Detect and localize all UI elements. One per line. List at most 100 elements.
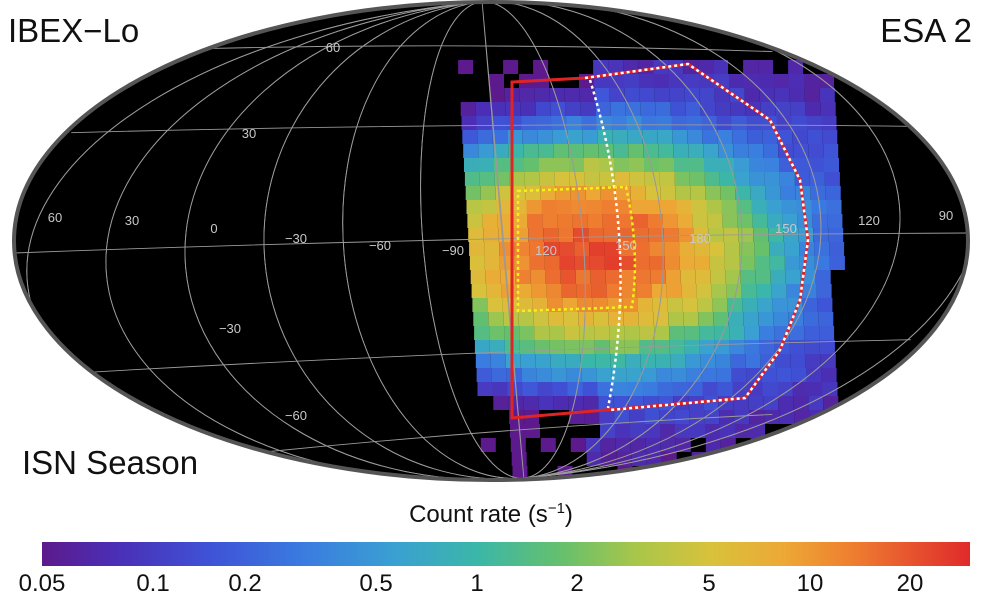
count-rate-pixel <box>699 88 715 102</box>
count-rate-pixel <box>752 214 768 228</box>
count-rate-pixel <box>703 396 719 410</box>
count-rate-pixel <box>522 130 538 144</box>
count-rate-pixel <box>774 74 789 88</box>
count-rate-pixel <box>769 242 785 256</box>
count-rate-pixel <box>789 88 805 102</box>
count-rate-pixel <box>686 368 702 382</box>
count-rate-pixel <box>744 88 760 102</box>
longitude-label: 180 <box>689 231 711 246</box>
count-rate-pixel <box>484 256 500 270</box>
count-rate-pixel <box>583 144 599 158</box>
count-rate-pixel <box>702 130 718 144</box>
count-rate-pixel <box>700 102 716 116</box>
count-rate-pixel <box>647 214 663 228</box>
count-rate-pixel <box>701 368 717 382</box>
count-rate-pixel <box>493 144 509 158</box>
colorbar-title-close: ) <box>564 501 573 528</box>
count-rate-pixel <box>674 410 690 424</box>
count-rate-pixel <box>594 326 610 340</box>
count-rate-pixel <box>702 382 718 396</box>
count-rate-pixel <box>617 214 633 228</box>
latitude-label: 60 <box>326 40 340 55</box>
count-rate-pixel <box>582 130 598 144</box>
count-rate-pixel <box>631 200 647 214</box>
count-rate-pixel <box>548 312 564 326</box>
count-rate-pixel <box>478 144 494 158</box>
count-rate-pixel <box>630 186 646 200</box>
count-rate-pixel <box>596 368 612 382</box>
count-rate-pixel <box>766 200 782 214</box>
count-rate-pixel <box>798 228 814 242</box>
count-rate-pixel <box>759 340 775 354</box>
count-rate-pixel <box>584 158 599 172</box>
count-rate-pixel <box>565 102 581 116</box>
count-rate-pixel <box>557 214 573 228</box>
count-rate-pixel <box>714 326 730 340</box>
count-rate-pixel <box>494 158 509 172</box>
count-rate-pixel <box>546 284 562 298</box>
count-rate-pixel <box>496 200 512 214</box>
count-rate-pixel <box>566 368 582 382</box>
count-rate-pixel <box>534 88 550 102</box>
count-rate-pixel <box>573 228 589 242</box>
count-rate-pixel <box>825 186 841 200</box>
count-rate-pixel <box>808 144 824 158</box>
count-rate-pixel <box>636 284 652 298</box>
count-rate-pixel <box>727 298 743 312</box>
count-rate-pixel <box>590 270 606 284</box>
count-rate-pixel <box>585 186 601 200</box>
count-rate-pixel <box>510 424 525 438</box>
count-rate-pixel <box>822 130 838 144</box>
count-rate-pixel <box>826 200 842 214</box>
count-rate-pixel <box>644 410 660 424</box>
count-rate-pixel <box>492 382 508 396</box>
count-rate-pixel <box>700 354 716 368</box>
count-rate-pixel <box>705 186 721 200</box>
count-rate-pixel <box>579 326 595 340</box>
count-rate-pixel <box>785 270 801 284</box>
count-rate-pixel <box>594 340 610 354</box>
count-rate-pixel <box>669 74 684 88</box>
count-rate-pixel <box>690 186 706 200</box>
count-rate-pixel <box>744 326 760 340</box>
count-rate-pixel <box>749 410 765 424</box>
count-rate-pixel <box>480 186 496 200</box>
count-rate-pixel <box>536 368 552 382</box>
count-rate-pixel <box>659 158 674 172</box>
count-rate-pixel <box>659 172 675 186</box>
count-rate-pixel <box>724 256 740 270</box>
count-rate-pixel <box>764 172 780 186</box>
count-rate-pixel <box>804 74 819 88</box>
count-rate-pixel <box>608 60 624 74</box>
count-rate-pixel <box>687 382 703 396</box>
count-rate-pixel <box>715 354 731 368</box>
count-rate-pixel <box>658 144 674 158</box>
count-rate-pixel <box>604 256 620 270</box>
count-rate-pixel <box>707 214 723 228</box>
count-rate-pixel <box>539 158 554 172</box>
count-rate-pixel <box>791 116 807 130</box>
count-rate-pixel <box>734 158 749 172</box>
count-rate-pixel <box>709 256 725 270</box>
count-rate-pixel <box>641 116 657 130</box>
count-rate-pixel <box>768 228 784 242</box>
instrument-label: IBEX−Lo <box>8 12 140 49</box>
count-rate-pixel <box>803 312 819 326</box>
count-rate-pixel <box>731 116 747 130</box>
count-rate-pixel <box>492 130 508 144</box>
map-border <box>12 0 970 482</box>
count-rate-pixel <box>713 312 729 326</box>
count-rate-pixel <box>605 270 621 284</box>
count-rate-pixel <box>789 326 805 340</box>
count-rate-pixel <box>668 312 684 326</box>
count-rate-pixel <box>821 368 837 382</box>
count-rate-pixel <box>692 214 708 228</box>
count-rate-pixel <box>563 312 579 326</box>
count-rate-pixel <box>792 130 808 144</box>
count-rate-pixel <box>809 158 824 172</box>
count-rate-pixel <box>811 200 827 214</box>
count-rate-pixel <box>540 186 556 200</box>
count-rate-pixel <box>593 312 609 326</box>
count-rate-pixel <box>710 270 726 284</box>
count-rate-pixel <box>579 88 595 102</box>
